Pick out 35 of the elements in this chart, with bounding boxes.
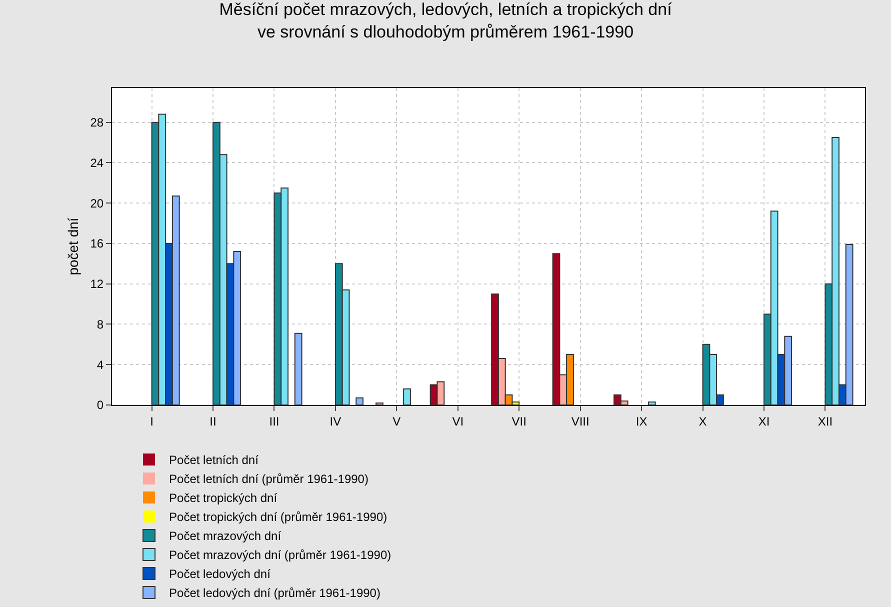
y-tick-label: 0	[96, 398, 104, 412]
bar	[648, 401, 656, 405]
x-tick-label: VIII	[571, 414, 590, 428]
bar	[356, 397, 364, 405]
y-tick-label: 28	[90, 116, 104, 130]
legend-label: Počet mrazových dní (průměr 1961-1990)	[169, 548, 392, 562]
chart-title: Měsíční počet mrazových, ledových, letních a tropických dní ve srovnání s dlouhodobým průměrem 1961-1990	[219, 0, 672, 42]
x-tick-label: VI	[452, 414, 464, 428]
y-tick-label: 16	[90, 236, 104, 251]
x-tick-label: V	[392, 414, 401, 428]
y-tick-label: 20	[90, 196, 104, 210]
x-tick-label: X	[698, 414, 707, 428]
bar	[376, 402, 384, 405]
y-axis-title: počet dní	[64, 218, 81, 276]
legend-label: Počet mrazových dní	[169, 529, 282, 544]
bar	[403, 388, 411, 405]
x-tick-label: XII	[818, 414, 833, 428]
bar	[294, 332, 302, 405]
legend-label: Počet tropických dní	[169, 491, 278, 506]
legend-label: Počet ledových dní (průměr 1961-1990)	[169, 586, 380, 600]
x-tick-label: I	[150, 414, 154, 428]
y-tick-label: 12	[90, 277, 104, 292]
legend-label: Počet letních dní	[169, 453, 260, 468]
legend-label: Počet letních dní (průměr 1961-1990)	[169, 472, 368, 486]
x-tick-label: VII	[512, 414, 526, 428]
legend-label: Počet tropických dní (průměr 1961-1990)	[169, 510, 388, 524]
x-tick-label: IV	[330, 414, 342, 428]
y-tick-label: 4	[96, 358, 104, 372]
x-tick-label: IX	[636, 414, 648, 428]
x-tick-label: III	[269, 414, 280, 428]
y-tick-label: 8	[96, 317, 104, 332]
y-tick-label: 24	[90, 156, 104, 170]
x-tick-label: II	[210, 414, 216, 428]
legend-label: Počet ledových dní	[169, 567, 272, 582]
x-tick-label: XI	[758, 414, 770, 428]
